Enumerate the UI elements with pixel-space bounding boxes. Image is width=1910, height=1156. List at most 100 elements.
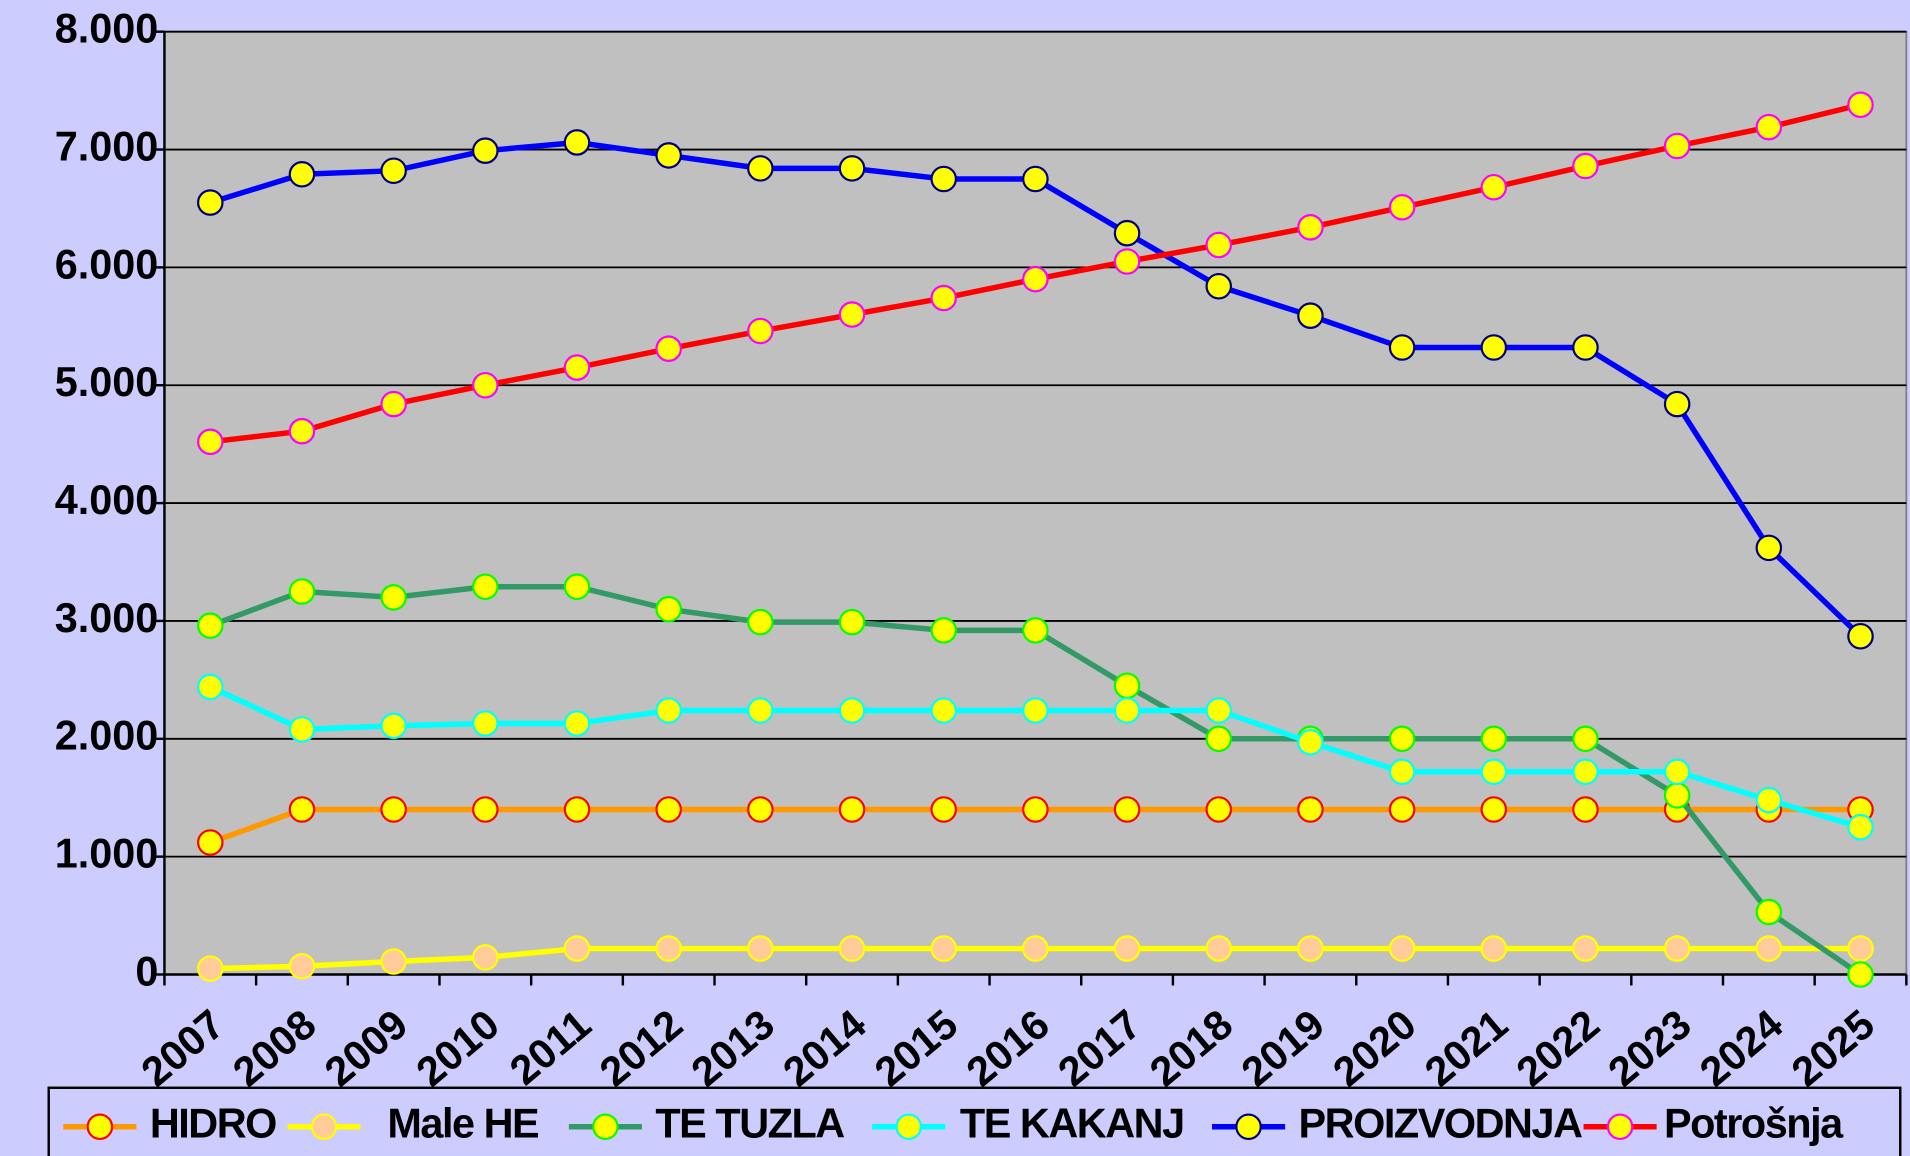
series-marker: [1572, 935, 1599, 962]
series-marker: [1022, 935, 1049, 962]
series-marker: [1022, 165, 1049, 193]
series-marker: [655, 697, 682, 724]
series-marker: [1755, 113, 1783, 141]
series-marker: [838, 608, 866, 636]
series-marker: [1022, 265, 1049, 293]
legend-box: [47, 1086, 1902, 1156]
series-marker: [380, 157, 407, 185]
series-marker: [1022, 697, 1049, 724]
series-marker: [1572, 796, 1599, 823]
series-marker: [930, 617, 957, 644]
y-tick-label: 2.000: [55, 713, 159, 759]
series-marker: [1572, 152, 1599, 180]
series-marker: [288, 161, 316, 188]
series-marker: [747, 155, 774, 182]
series-marker: [288, 952, 316, 980]
series-marker: [1297, 302, 1324, 329]
series-marker: [930, 796, 957, 823]
series-marker: [1663, 782, 1691, 809]
legend-marker: [1606, 1113, 1634, 1141]
series-marker: [838, 796, 866, 823]
series-marker: [1480, 758, 1508, 786]
series-marker: [1205, 725, 1233, 753]
series-marker: [747, 608, 774, 636]
series-marker: [1847, 622, 1874, 650]
series-marker: [747, 697, 774, 724]
series-marker: [1297, 729, 1324, 756]
series-marker: [1572, 758, 1599, 786]
series-marker: [288, 716, 316, 743]
series-marker: [1388, 935, 1416, 962]
series-marker: [380, 948, 407, 975]
series-marker: [380, 584, 407, 611]
series-marker: [1113, 796, 1141, 823]
legend-label: HIDRO: [150, 1101, 276, 1147]
series-marker: [1297, 214, 1324, 241]
series-marker: [1205, 796, 1233, 823]
series-marker: [1113, 248, 1141, 275]
legend-marker: [592, 1113, 619, 1141]
series-marker: [1480, 796, 1508, 823]
series-marker: [197, 428, 224, 456]
series-marker: [1572, 334, 1599, 361]
series-marker: [288, 417, 316, 445]
series-marker: [472, 371, 499, 399]
series-marker: [1847, 91, 1874, 119]
y-tick-label: 5.000: [55, 359, 159, 405]
legend-label: PROIZVODNJA: [1299, 1101, 1583, 1147]
series-marker: [1572, 725, 1599, 753]
series-marker: [838, 935, 866, 962]
series-marker: [655, 142, 682, 169]
series-marker: [838, 155, 866, 182]
series-marker: [563, 935, 591, 962]
series-marker: [1297, 796, 1324, 823]
series-marker: [930, 284, 957, 312]
series-marker: [655, 335, 682, 362]
legend-label: TE KAKANJ: [960, 1101, 1184, 1147]
y-tick-label: 8.000: [55, 6, 159, 52]
legend-label: TE TUZLA: [655, 1101, 844, 1147]
series-marker: [1847, 813, 1874, 841]
series-marker: [747, 796, 774, 823]
series-marker: [1022, 617, 1049, 644]
series-marker: [1755, 534, 1783, 562]
series-marker: [930, 165, 957, 193]
series-marker: [747, 935, 774, 962]
series-marker: [563, 710, 591, 737]
series-marker: [1388, 725, 1416, 753]
legend-marker: [86, 1113, 114, 1141]
series-marker: [380, 390, 407, 418]
series-marker: [1663, 758, 1691, 786]
series-marker: [838, 301, 866, 328]
series-marker: [1663, 390, 1691, 418]
series-marker: [1755, 935, 1783, 962]
series-marker: [1480, 334, 1508, 361]
legend-marker: [895, 1113, 922, 1141]
series-marker: [655, 935, 682, 962]
series-marker: [197, 955, 224, 982]
series-marker: [563, 796, 591, 823]
legend-marker: [1235, 1113, 1262, 1141]
series-marker: [655, 796, 682, 823]
series-marker: [1022, 796, 1049, 823]
series-marker: [1480, 935, 1508, 962]
y-tick-label: 0: [135, 948, 158, 994]
series-marker: [1663, 935, 1691, 962]
series-marker: [1388, 193, 1416, 221]
series-marker: [747, 317, 774, 345]
legend-marker: [310, 1113, 338, 1141]
series-marker: [563, 129, 591, 156]
series-marker: [838, 697, 866, 724]
y-tick-label: 3.000: [55, 595, 159, 641]
series-marker: [1205, 231, 1233, 259]
series-marker: [1480, 725, 1508, 753]
series-marker: [1113, 219, 1141, 247]
series-marker: [1113, 672, 1141, 700]
series-marker: [1297, 935, 1324, 962]
series-marker: [197, 829, 224, 856]
series-marker: [288, 578, 316, 605]
series-marker: [288, 796, 316, 823]
series-marker: [1663, 132, 1691, 160]
series-marker: [1205, 935, 1233, 962]
